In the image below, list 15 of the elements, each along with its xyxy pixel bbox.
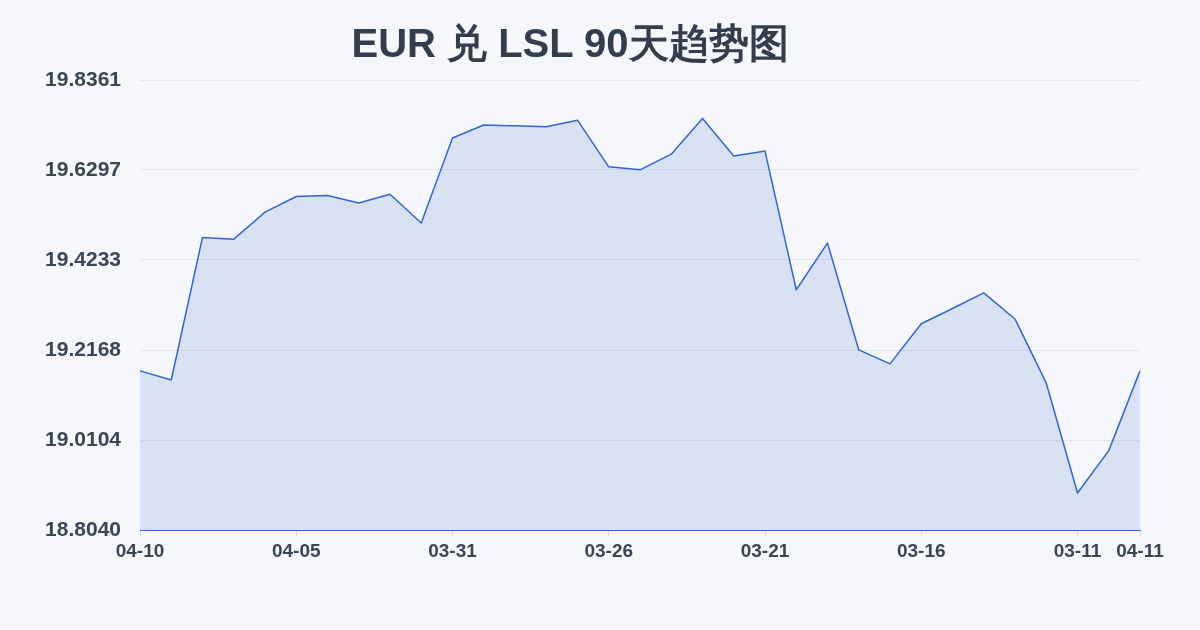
x-tick-label: 03-16 (896, 539, 946, 561)
x-tick-label: 03-31 (428, 539, 478, 561)
x-tick-label: 03-26 (584, 539, 634, 561)
y-tick-label: 19.6297 (45, 156, 121, 180)
x-tick-label: 04-05 (271, 539, 321, 561)
x-tick-label: 04-10 (115, 539, 165, 561)
y-tick-label: 19.4233 (45, 246, 121, 270)
y-tick-label: 19.8361 (45, 66, 122, 90)
y-tick-label: 18.8040 (45, 516, 121, 540)
x-tick-label: 03-21 (740, 539, 790, 561)
x-tick-label: 03-11 (1053, 539, 1102, 561)
y-tick-label: 19.0104 (45, 426, 122, 450)
chart-title: EUR 兑 LSL 90天趋势图 (351, 21, 789, 66)
y-tick-label: 19.2168 (45, 336, 122, 360)
x-tick-label: 04-11 (1116, 539, 1165, 561)
